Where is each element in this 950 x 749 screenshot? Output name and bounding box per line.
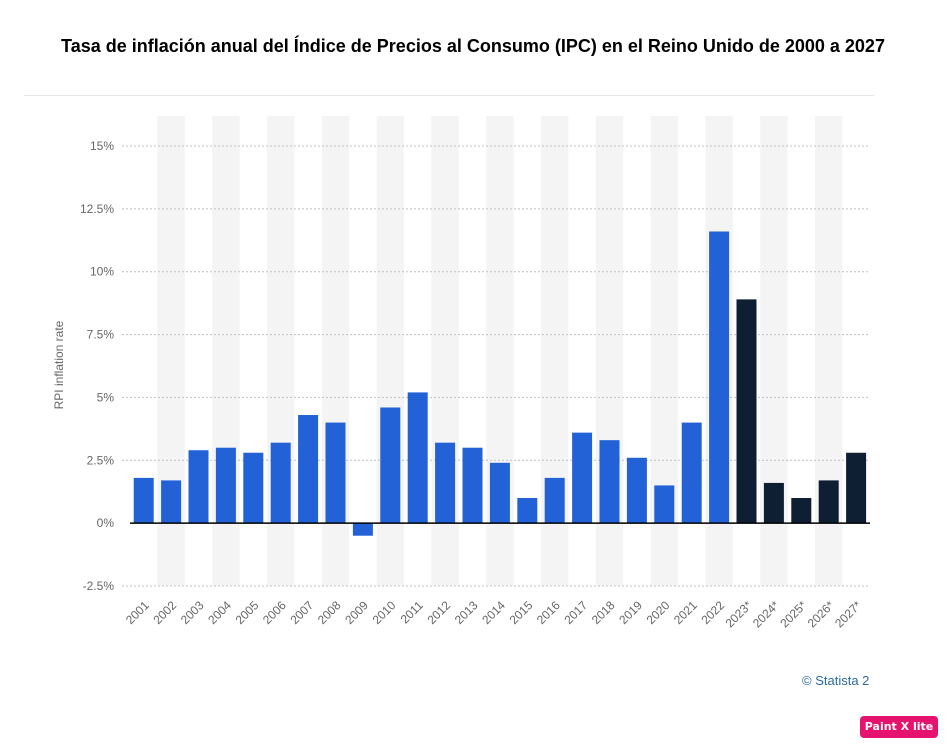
title-divider bbox=[24, 95, 874, 96]
bar-2013[interactable] bbox=[462, 447, 483, 524]
x-axis-tick-labels: 2001200220032004200520062007200820092010… bbox=[123, 598, 864, 630]
bar-2012[interactable] bbox=[435, 442, 456, 524]
x-tick-label: 2002 bbox=[150, 598, 179, 627]
y-tick-label: 12.5% bbox=[80, 202, 114, 216]
x-tick-label: 2009 bbox=[342, 598, 371, 627]
x-tick-label: 2013 bbox=[452, 598, 481, 627]
x-tick-label: 2022 bbox=[698, 598, 727, 627]
source-credit[interactable]: © Statista 2 bbox=[802, 673, 870, 688]
x-tick-label: 2018 bbox=[589, 598, 618, 627]
bar-2006[interactable] bbox=[270, 442, 291, 524]
x-tick-label: 2020 bbox=[644, 598, 673, 627]
x-tick-label: 2008 bbox=[315, 598, 344, 627]
x-tick-label: 2023* bbox=[723, 598, 755, 630]
bar-2026-forecast[interactable] bbox=[818, 480, 839, 524]
bar-2023-forecast[interactable] bbox=[736, 299, 757, 524]
x-tick-label: 2015 bbox=[507, 598, 536, 627]
y-tick-label: 15% bbox=[90, 139, 114, 153]
x-tick-label: 2016 bbox=[534, 598, 563, 627]
x-tick-label: 2017 bbox=[561, 598, 590, 627]
y-tick-label: 7.5% bbox=[87, 328, 115, 342]
x-tick-label: 2021 bbox=[671, 598, 700, 627]
chart-title: Tasa de inflación anual del Índice de Pr… bbox=[61, 36, 885, 56]
y-tick-label: 0% bbox=[97, 516, 115, 530]
x-tick-label: 2004 bbox=[205, 598, 234, 627]
x-tick-label: 2019 bbox=[616, 598, 645, 627]
y-tick-label: -2.5% bbox=[83, 579, 115, 593]
bar-2015[interactable] bbox=[517, 498, 538, 524]
bar-2017[interactable] bbox=[572, 432, 593, 524]
bar-2016[interactable] bbox=[544, 477, 565, 524]
x-tick-label: 2026* bbox=[805, 598, 837, 630]
bar-2005[interactable] bbox=[243, 452, 264, 524]
x-tick-label: 2011 bbox=[398, 598, 426, 626]
paint-x-lite-badge[interactable]: Paint X lite bbox=[860, 716, 938, 738]
y-tick-label: 10% bbox=[90, 265, 114, 279]
y-axis-tick-labels: 15% 12.5% 10% 7.5% 5% 2.5% 0% -2.5% bbox=[80, 139, 114, 593]
bar-2024-forecast[interactable] bbox=[763, 482, 784, 524]
bar-2025-forecast[interactable] bbox=[791, 498, 812, 524]
bars bbox=[133, 231, 867, 536]
x-tick-label: 2005 bbox=[233, 598, 262, 627]
bar-2003[interactable] bbox=[188, 450, 209, 524]
x-tick-label: 2024* bbox=[750, 598, 782, 630]
x-tick-label: 2003 bbox=[178, 598, 207, 627]
bar-2007[interactable] bbox=[298, 415, 319, 524]
bar-2010[interactable] bbox=[380, 407, 401, 524]
x-tick-label: 2007 bbox=[287, 598, 316, 627]
x-tick-label: 2027* bbox=[832, 598, 864, 630]
y-tick-label: 2.5% bbox=[87, 453, 115, 467]
y-axis-label: RPI inflation rate bbox=[52, 320, 66, 409]
x-tick-label: 2006 bbox=[260, 598, 289, 627]
bar-2011[interactable] bbox=[407, 392, 428, 524]
bar-2014[interactable] bbox=[489, 462, 510, 524]
bar-2019[interactable] bbox=[626, 457, 647, 524]
bar-2002[interactable] bbox=[161, 480, 182, 524]
bar-2027-forecast[interactable] bbox=[846, 452, 867, 524]
bar-2008[interactable] bbox=[325, 422, 346, 524]
y-tick-label: 5% bbox=[97, 390, 115, 404]
bar-2020[interactable] bbox=[654, 485, 675, 524]
x-tick-label: 2014 bbox=[479, 598, 508, 627]
x-tick-label: 2001 bbox=[123, 598, 152, 627]
x-tick-label: 2012 bbox=[424, 598, 453, 627]
bar-2018[interactable] bbox=[599, 440, 620, 524]
bar-2022[interactable] bbox=[709, 231, 730, 524]
x-tick-label: 2010 bbox=[370, 598, 399, 627]
bar-2001[interactable] bbox=[133, 477, 154, 524]
x-tick-label: 2025* bbox=[777, 598, 809, 630]
bar-2004[interactable] bbox=[215, 447, 236, 524]
bar-2021[interactable] bbox=[681, 422, 702, 524]
bar-2009[interactable] bbox=[352, 523, 373, 536]
